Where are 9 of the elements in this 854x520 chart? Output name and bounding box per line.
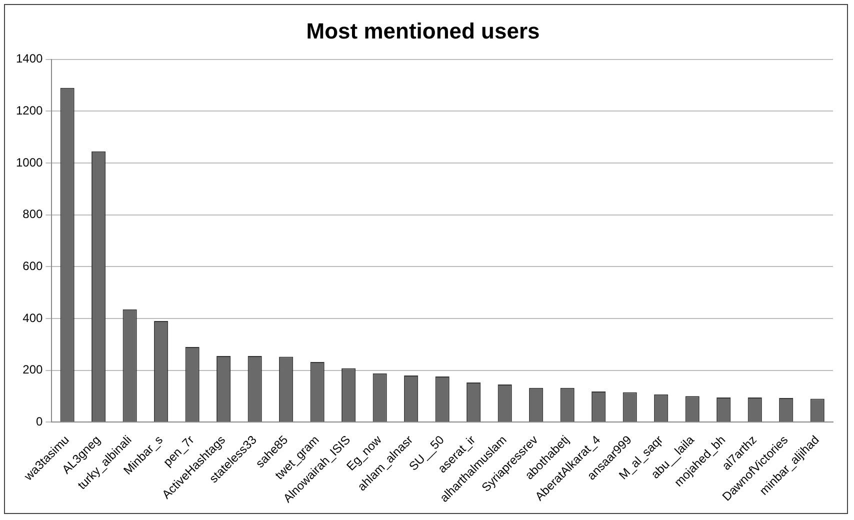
y-tick-label: 200	[22, 362, 44, 377]
y-tick-label: 1200	[16, 104, 44, 118]
y-tick-label: 1400	[16, 52, 44, 66]
y-tick-label: 400	[22, 310, 44, 325]
y-tick-label: 0	[36, 414, 44, 428]
y-tick-label: 1000	[16, 155, 44, 170]
y-tick-label: 600	[22, 258, 44, 273]
chart-title: Most mentioned users	[306, 18, 540, 44]
y-tick-label: 800	[22, 207, 44, 222]
